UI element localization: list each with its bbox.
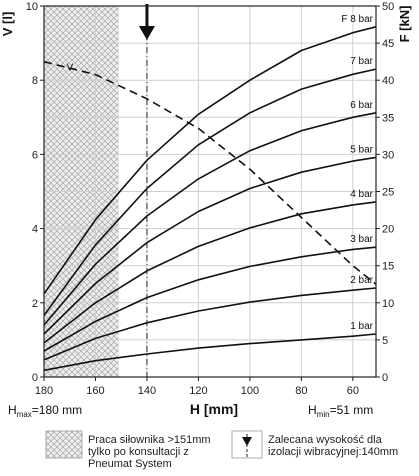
volume-curve [43,60,377,285]
x-tick-label: 100 [241,385,259,397]
x-tick-label: 160 [86,385,104,397]
y-left-axis-title: V [l] [0,12,15,37]
y-left-tick-label: 8 [32,75,38,87]
curve-label: F 8 bar [341,14,373,25]
y-right-tick-label: 35 [382,112,394,124]
x-tick-label: 180 [35,385,53,397]
force-curve-3-bar [43,246,377,352]
curve-label: 5 bar [350,144,373,155]
force-curve-8-bar [43,26,377,295]
legend-arrow-text: Zalecana wysokość dla [268,434,383,446]
volume-curve-label: V [66,63,73,74]
force-curve-6-bar [43,112,377,326]
y-left-tick-label: 10 [26,1,38,13]
y-right-axis-title: F [kN] [397,6,412,43]
y-right-tick-label: 15 [382,261,394,273]
force-curve-5-bar [43,156,377,335]
curve-label: 4 bar [350,189,373,200]
legend-hatch-text: Praca siłownika >151mm [88,434,211,446]
legend-hatch-text: Pneumat System [88,458,172,470]
force-curve-4-bar [43,201,377,344]
x-axis-title: H [mm] [190,401,238,417]
y-right-tick-label: 10 [382,298,394,310]
force-curve-1-bar [43,333,377,372]
y-right-tick-label: 25 [382,187,394,199]
y-right-tick-label: 40 [382,75,394,87]
curve-label: 3 bar [350,234,373,245]
curve-label: 2 bar [350,275,373,286]
curve-label: 1 bar [350,321,373,332]
y-left-tick-label: 0 [32,372,38,384]
y-right-tick-label: 45 [382,38,394,50]
y-left-tick-label: 6 [32,149,38,161]
y-right-tick-label: 50 [382,1,394,13]
legend-hatch-text: tylko po konsultacji z [88,446,189,458]
y-right-tick-label: 5 [382,335,388,347]
recommended-arrow-icon [138,26,155,40]
hmin-annotation: Hmin=51 mm [308,403,373,419]
y-right-tick-label: 0 [382,372,388,384]
x-tick-label: 120 [189,385,207,397]
curve-label: 6 bar [350,100,373,111]
x-tick-label: 140 [138,385,156,397]
y-right-tick-label: 20 [382,224,394,236]
y-left-tick-label: 4 [32,224,38,236]
force-curve-7-bar [43,68,377,316]
x-tick-label: 60 [347,385,359,397]
legend-arrow-icon [242,437,252,446]
force-curve-2-bar [43,287,377,361]
y-left-tick-label: 2 [32,298,38,310]
y-right-tick-label: 30 [382,149,394,161]
legend-hatch-swatch [45,430,83,459]
legend-arrow-text: izolacji wibracyjnej:140mm [268,446,398,458]
curve-label: 7 bar [350,56,373,67]
hmax-annotation: Hmax=180 mm [8,403,82,419]
x-tick-label: 80 [295,385,307,397]
